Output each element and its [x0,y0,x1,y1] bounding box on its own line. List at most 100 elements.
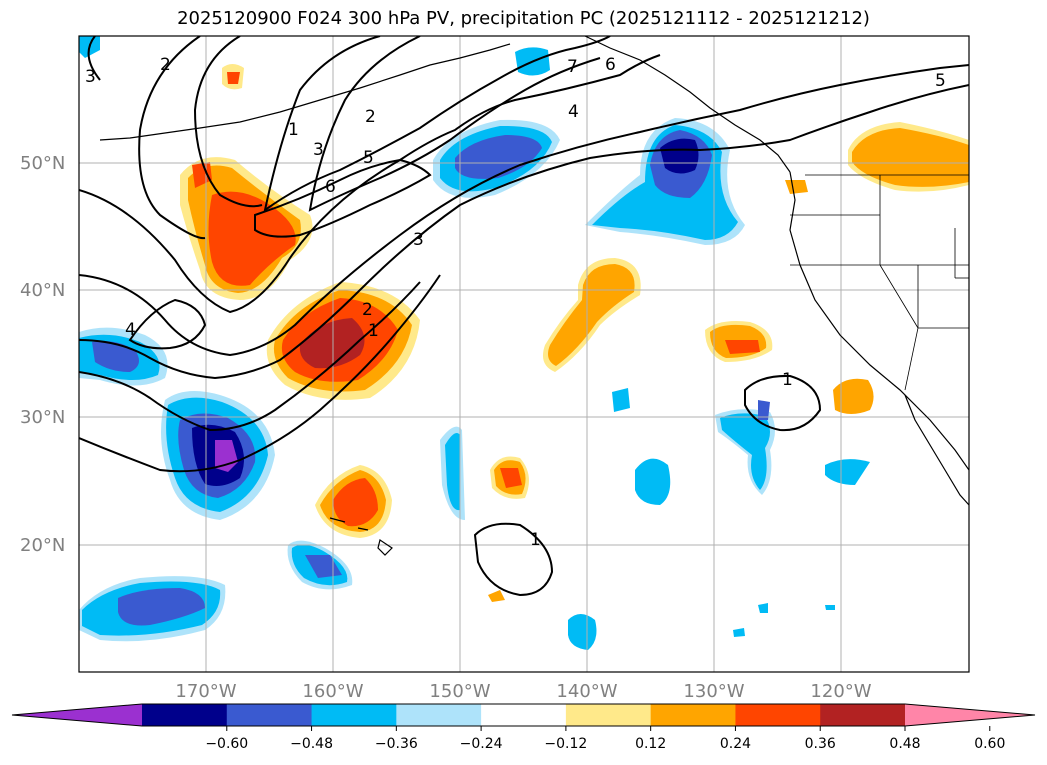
lon-label: 130°W [683,681,744,702]
precip-negative-patch [825,459,870,485]
coastlines [99,36,969,556]
precip-negative-patch [215,440,238,472]
colorbar-segment [820,704,906,726]
pv-label: 5 [935,71,946,91]
pv-label: 1 [288,120,299,140]
lon-label: 170°W [175,681,236,702]
precip-positive-patch [208,191,296,286]
pv-label: 6 [605,55,616,75]
lon-label: 120°W [810,681,871,702]
pv-contour [744,374,822,432]
precip-positive-patch [192,162,212,188]
pv-label: 1 [530,530,541,550]
pv-label: 3 [85,67,96,87]
colorbar-tick-label: 0.24 [720,736,751,752]
pv-contour [79,281,421,432]
lon-label: 150°W [429,681,490,702]
colorbar-segment [226,704,313,726]
pv-label: 1 [782,370,793,390]
colorbar: −0.60 −0.48 −0.36 −0.24 −0.12 0.12 0.24 0.36 0.4… [11,703,1036,752]
pv-contour [79,84,969,380]
pv-contour [193,36,263,208]
colorbar-tick-label: 0.36 [805,736,836,752]
pv-contour [263,36,611,213]
precip-positive-patch [833,378,874,414]
precip-positive-patch [852,128,969,187]
pv-contour [138,36,206,240]
colorbar-segment [481,704,567,726]
pv-contour-labels: 3 2 1 2 3 5 6 7 6 4 3 4 2 1 1 1 5 [85,55,946,550]
colorbar-segment [311,704,397,726]
precip-negative-patch [92,341,139,372]
colorbar-segment [396,704,482,726]
pv-contour [79,54,661,314]
precip-positive-patch [333,478,378,527]
colorbar-segment [735,704,821,726]
lat-label: 30°N [20,407,65,428]
baja-coastline [904,394,969,506]
precip-negative-patch [455,135,542,179]
alaska-aleutian-coastline [99,43,511,141]
precip-positive-patch [785,180,808,194]
colorbar-extend-max [905,704,1035,726]
lon-label: 140°W [556,681,617,702]
precip-negative-patch [733,628,745,637]
colorbar-tick-label: −0.48 [290,736,333,752]
pv-contours [79,36,969,597]
precip-negative-patch [720,413,770,490]
pv-label: 4 [125,320,136,340]
precip-positive-patch [227,72,240,84]
precip-positive-patch [488,590,505,602]
alaska-coastline [584,36,791,173]
political-borders [790,174,969,391]
pv-contour [79,274,441,473]
hawaii-islands [329,517,393,556]
pv-label: 2 [160,55,171,75]
colorbar-tick-label: 0.12 [635,736,666,752]
precip-negative-patch [758,603,768,613]
colorbar-tick-label: −0.24 [460,736,503,752]
precip-shading [79,36,969,650]
precip-negative-patch [825,605,835,610]
precip-negative-patch [612,388,630,412]
pv-label: 2 [365,107,376,127]
pv-label: 6 [325,177,336,197]
us-west-coastline [789,171,969,471]
gridlines [79,36,969,672]
colorbar-tick-label: −0.36 [375,736,418,752]
colorbar-tick-label: −0.60 [205,736,248,752]
precip-positive-patch [548,264,635,366]
pv-label: 2 [362,300,373,320]
colorbar-tick-label: −0.12 [544,736,587,752]
precip-positive-patch [725,340,760,354]
colorbar-outline [11,703,1036,727]
pv-contour [308,36,601,212]
pv-label: 3 [413,230,424,250]
pv-label: 7 [567,57,578,77]
lat-label: 20°N [20,535,65,556]
colorbar-tick-label: 0.48 [889,736,920,752]
pv-contour [87,36,101,81]
precip-positive-patch [500,468,522,488]
colorbar-tick-label: 0.60 [974,736,1005,752]
colorbar-segment [650,704,736,726]
precip-negative-patch [635,458,671,505]
precip-negative-patch [758,400,770,420]
pv-contour [79,64,969,357]
colorbar-segment [142,704,228,726]
pv-label: 5 [363,148,374,168]
pv-contour [128,298,207,350]
pv-contour [473,522,554,597]
pv-label: 1 [368,321,379,341]
precip-negative-patch [568,614,597,650]
lat-label: 40°N [20,280,65,301]
precip-negative-patch [445,432,460,511]
lon-label: 160°W [302,681,363,702]
colorbar-segment [565,704,652,726]
precip-negative-patch [660,138,699,174]
pv-label: 3 [313,140,324,160]
plot-frame [78,35,970,673]
precip-negative-patch [118,588,205,626]
map-title: 2025120900 F024 300 hPa PV, precipitatio… [177,8,870,29]
